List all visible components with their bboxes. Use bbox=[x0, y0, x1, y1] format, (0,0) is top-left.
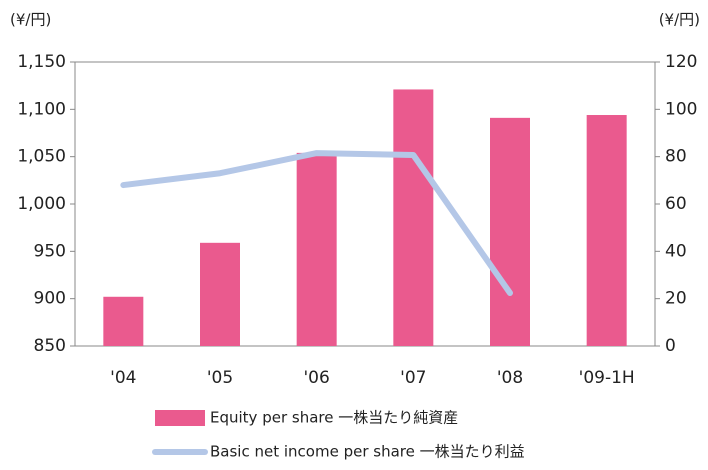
y2-axis-label: (¥/円) bbox=[659, 11, 700, 29]
y-tick-label: 850 bbox=[34, 336, 66, 356]
x-tick-label: '06 bbox=[304, 368, 330, 388]
x-tick-label: '08 bbox=[497, 368, 523, 388]
x-tick-label: '04 bbox=[110, 368, 136, 388]
legend-label: Basic net income per share 一株当たり利益 bbox=[210, 443, 525, 461]
y2-tick-label: 40 bbox=[665, 241, 687, 261]
bar bbox=[393, 89, 434, 346]
bar bbox=[296, 152, 337, 346]
y-tick-label: 1,100 bbox=[17, 99, 66, 119]
bar bbox=[200, 242, 240, 346]
y-axis-label: (¥/円) bbox=[10, 11, 51, 29]
y-tick-label: 1,050 bbox=[17, 147, 66, 167]
bar bbox=[490, 117, 530, 346]
x-tick-label: '05 bbox=[207, 368, 233, 388]
bar bbox=[586, 115, 627, 346]
y2-tick-label: 80 bbox=[665, 147, 687, 167]
y2-tick-label: 0 bbox=[665, 336, 676, 356]
x-tick-label: '09-1H bbox=[579, 368, 635, 388]
y2-tick-label: 120 bbox=[665, 52, 697, 72]
legend-label: Equity per share 一株当たり純資産 bbox=[210, 409, 458, 427]
x-tick-label: '07 bbox=[400, 368, 426, 388]
y-tick-label: 1,150 bbox=[17, 52, 66, 72]
y-tick-label: 950 bbox=[34, 241, 66, 261]
y2-tick-label: 60 bbox=[665, 194, 687, 214]
y2-tick-label: 20 bbox=[665, 289, 687, 309]
legend-swatch bbox=[155, 410, 205, 426]
line bbox=[120, 150, 513, 296]
plot-frame bbox=[74, 61, 656, 347]
bar bbox=[103, 296, 144, 346]
y-tick-label: 900 bbox=[34, 289, 66, 309]
y-tick-label: 1,000 bbox=[17, 194, 66, 214]
y2-tick-label: 100 bbox=[665, 99, 697, 119]
